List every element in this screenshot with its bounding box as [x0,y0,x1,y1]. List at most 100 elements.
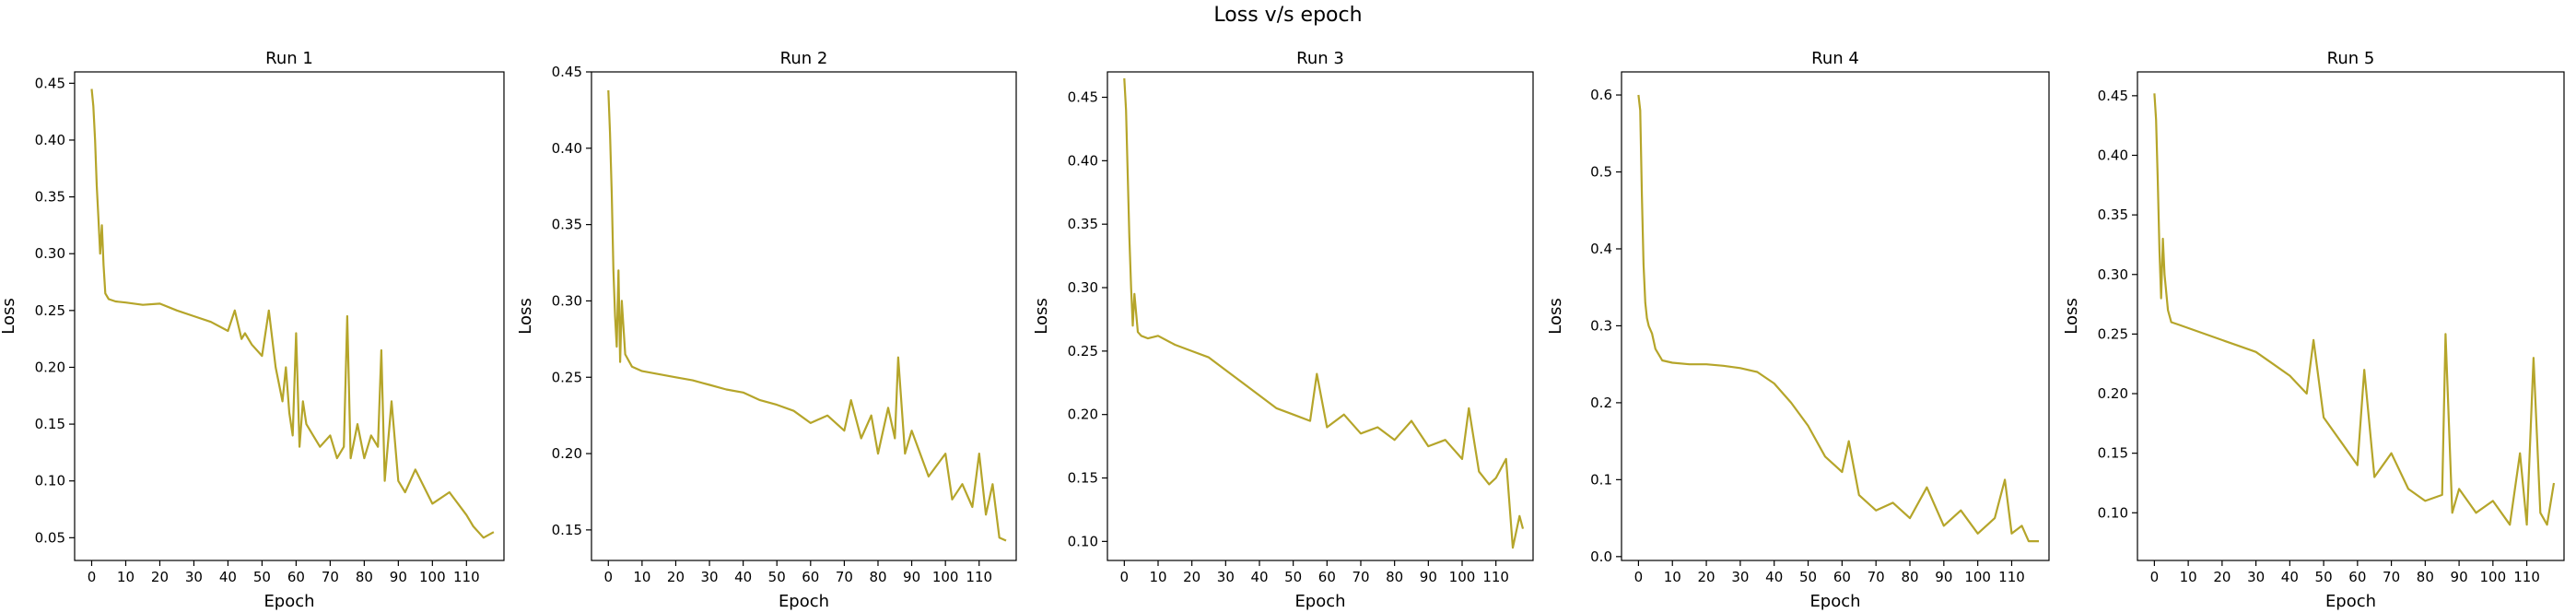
run1-ylabel: Loss [0,298,18,334]
run4-xlabel: Epoch [1809,592,1860,611]
run5-axes-frame [2137,71,2565,561]
run5-ylabel: Loss [2062,298,2081,334]
run1-ytick-label: 0.20 [35,359,65,375]
run1-xtick-label: 110 [453,569,480,585]
run1-ytick-label: 0.05 [35,529,65,546]
run2-xtick-label: 20 [667,569,685,585]
run4-ytick-label: 0.2 [1590,395,1612,411]
run5-ytick-label: 0.25 [2098,325,2128,342]
run1-xtick-label: 20 [151,569,169,585]
run4-xtick-label: 60 [1833,569,1851,585]
run2-xtick-label: 10 [633,569,650,585]
run4-xtick-label: 40 [1765,569,1783,585]
run2-xtick-label: 60 [802,569,819,585]
run5-xtick-label: 10 [2180,569,2197,585]
run1-xlabel: Epoch [263,592,314,611]
run4-ytick-label: 0.0 [1590,548,1612,565]
run5-xtick-label: 90 [2451,569,2468,585]
run3-xtick-label: 90 [1420,569,1437,585]
run3-ytick-label: 0.40 [1068,152,1098,169]
run5-ytick-label: 0.15 [2098,445,2128,462]
run2-xtick-label: 90 [903,569,920,585]
run2-ytick-label: 0.45 [552,64,582,80]
run5-xtick-label: 70 [2383,569,2400,585]
run3-xtick-label: 50 [1284,569,1302,585]
run5-ytick-label: 0.40 [2098,147,2128,163]
run1-xtick-label: 100 [419,569,446,585]
run1-ytick-label: 0.35 [35,189,65,206]
run2-ylabel: Loss [516,298,535,334]
run1-ytick-label: 0.30 [35,245,65,262]
run1-xtick-label: 90 [390,569,407,585]
run1-xtick-label: 40 [219,569,237,585]
run3-title: Run 3 [1296,49,1344,68]
run5-ytick-label: 0.45 [2098,88,2128,104]
run2-title: Run 2 [780,49,828,68]
run1-xtick-label: 30 [185,569,203,585]
run5-xtick-label: 30 [2247,569,2265,585]
run2-loss-line [607,89,1007,542]
run5-xtick-label: 80 [2417,569,2434,585]
run1-xtick-label: 80 [356,569,373,585]
run1-xtick-label: 0 [88,569,97,585]
run5-xtick-label: 50 [2315,569,2333,585]
run5-ytick-label: 0.20 [2098,385,2128,402]
run2-xtick-label: 30 [701,569,719,585]
run1-xtick-label: 60 [287,569,305,585]
run4-axes-frame [1621,71,2050,561]
run4-xtick-label: 50 [1799,569,1817,585]
run4-xtick-label: 10 [1664,569,1681,585]
run3-ytick-label: 0.10 [1068,533,1098,549]
run3-axes-frame [1107,71,1534,561]
run4-ytick-label: 0.5 [1590,164,1612,181]
run3-ytick-label: 0.25 [1068,343,1098,360]
run4-xtick-label: 20 [1698,569,1715,585]
run5-ytick-label: 0.35 [2098,206,2128,223]
run1-ytick-label: 0.10 [35,473,65,489]
run2-xtick-label: 50 [768,569,786,585]
run3-xtick-label: 70 [1352,569,1369,585]
run3-xtick-label: 100 [1449,569,1476,585]
run1-ytick-label: 0.40 [35,132,65,148]
run3-ytick-label: 0.20 [1068,407,1098,423]
run4-xtick-label: 70 [1868,569,1885,585]
figure-suptitle: Loss v/s epoch [1213,4,1363,27]
run5-ytick-label: 0.10 [2098,504,2128,521]
run4-xtick-label: 100 [1964,569,1991,585]
run1-ytick-label: 0.45 [35,75,65,91]
run4-xtick-label: 110 [1998,569,2025,585]
run2-xlabel: Epoch [779,592,829,611]
run4-xtick-label: 90 [1935,569,1952,585]
run5-xtick-label: 110 [2513,569,2540,585]
run4-ylabel: Loss [1546,298,1565,334]
run1-ytick-label: 0.15 [35,416,65,432]
run3-xtick-label: 110 [1482,569,1509,585]
run3-xtick-label: 30 [1217,569,1235,585]
run2-ytick-label: 0.30 [552,292,582,309]
run3-xtick-label: 80 [1386,569,1403,585]
run2-ytick-label: 0.40 [552,140,582,157]
run4-loss-line [1637,94,2039,543]
run2-xtick-label: 70 [836,569,853,585]
run4-ytick-label: 0.1 [1590,471,1612,488]
run5-xtick-label: 60 [2348,569,2366,585]
run5-xtick-label: 100 [2480,569,2507,585]
run1-loss-line [90,88,495,539]
run5-xtick-label: 20 [2213,569,2231,585]
run2-xtick-label: 0 [604,569,614,585]
run4-ytick-label: 0.4 [1590,241,1612,257]
run1-xtick-label: 70 [322,569,339,585]
run4-title: Run 4 [1811,49,1859,68]
run5-title: Run 5 [2327,49,2375,68]
run3-loss-line [1123,77,1525,549]
run4-xtick-label: 30 [1731,569,1749,585]
run3-xlabel: Epoch [1294,592,1345,611]
run4-ytick-label: 0.6 [1590,87,1612,103]
run4-ytick-label: 0.3 [1590,317,1612,334]
run1-xtick-label: 50 [253,569,271,585]
run3-xtick-label: 60 [1318,569,1336,585]
run5-ytick-label: 0.30 [2098,266,2128,283]
run4-xtick-label: 80 [1901,569,1918,585]
run3-ytick-label: 0.35 [1068,216,1098,232]
